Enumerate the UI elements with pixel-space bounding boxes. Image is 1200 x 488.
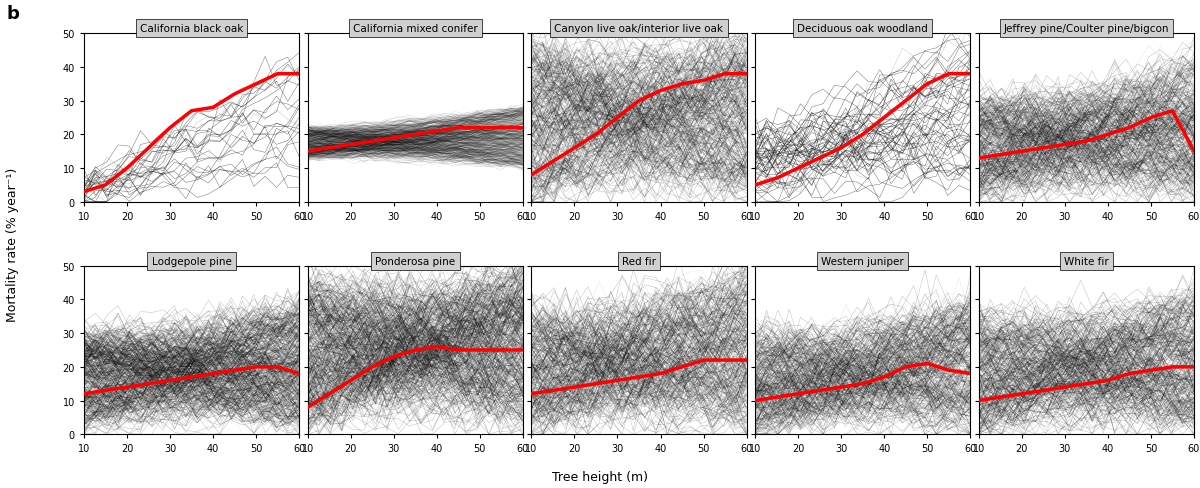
Text: b: b (6, 5, 19, 23)
Title: Ponderosa pine: Ponderosa pine (376, 256, 455, 266)
Title: Western juniper: Western juniper (821, 256, 904, 266)
Title: Canyon live oak/interior live oak: Canyon live oak/interior live oak (554, 24, 724, 34)
Title: Jeffrey pine/Coulter pine/bigcon: Jeffrey pine/Coulter pine/bigcon (1003, 24, 1169, 34)
Title: White fir: White fir (1064, 256, 1109, 266)
Title: California black oak: California black oak (140, 24, 244, 34)
Title: California mixed conifer: California mixed conifer (353, 24, 478, 34)
Text: Tree height (m): Tree height (m) (552, 470, 648, 483)
Text: Mortality rate (% year⁻¹): Mortality rate (% year⁻¹) (6, 167, 19, 321)
Title: Red fir: Red fir (622, 256, 656, 266)
Title: Lodgepole pine: Lodgepole pine (151, 256, 232, 266)
Title: Deciduous oak woodland: Deciduous oak woodland (797, 24, 928, 34)
